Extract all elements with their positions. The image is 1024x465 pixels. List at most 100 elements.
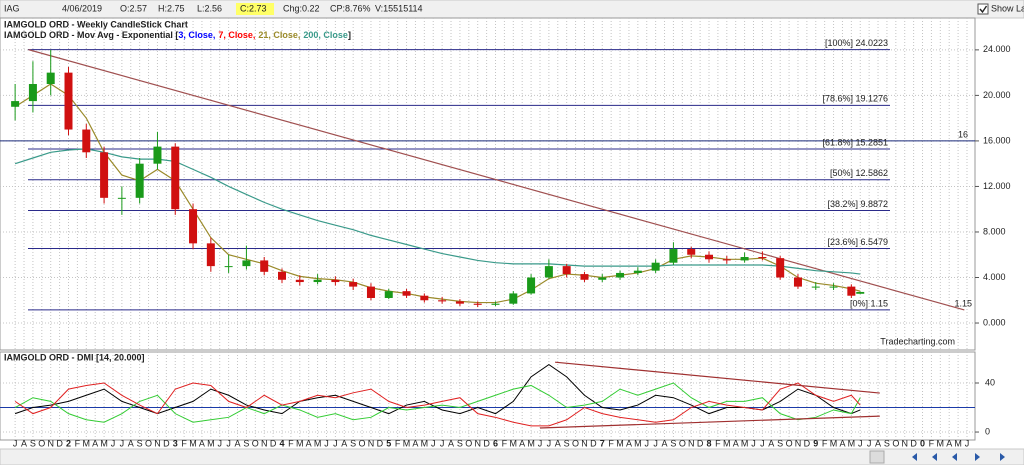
- scroll-buttons[interactable]: [912, 453, 1005, 461]
- x-tick-label: O: [465, 438, 472, 448]
- candle-body: [509, 293, 518, 304]
- x-tick-label: M: [207, 438, 215, 448]
- candle-body: [28, 84, 37, 102]
- plot-area: [0, 351, 976, 441]
- legend-entry: 7, Close,: [218, 30, 255, 40]
- candle-body: [793, 277, 802, 287]
- x-tick-label: A: [21, 438, 27, 448]
- x-tick-label: D: [377, 438, 384, 448]
- y-tick-label: 20.000: [983, 90, 1011, 100]
- candle-body: [117, 197, 126, 199]
- x-tick-label: D: [910, 438, 917, 448]
- x-tick-label: S: [564, 438, 570, 448]
- x-tick-label: J: [751, 438, 756, 448]
- candle-body: [82, 129, 91, 153]
- x-tick-label: M: [741, 438, 749, 448]
- candle-body: [491, 303, 500, 305]
- candle-body: [633, 270, 642, 273]
- x-tick-label: N: [901, 438, 908, 448]
- x-tick-label: A: [199, 438, 205, 448]
- x-tick-label: N: [368, 438, 375, 448]
- toolbar: [0, 0, 1024, 19]
- symbol: IAG: [4, 3, 20, 13]
- x-tick-label: J: [226, 438, 231, 448]
- price-panel: 0.000 4.000 8.000 12.000 16.000 20.000 24.000 1…: [0, 17, 1011, 351]
- candle-body: [758, 257, 767, 259]
- x-tick-label: N: [47, 438, 54, 448]
- x-tick-label: F: [715, 438, 721, 448]
- candle-body: [438, 300, 447, 302]
- candle-body: [349, 282, 358, 287]
- x-tick-label: N: [261, 438, 268, 448]
- x-tick-label: M: [100, 438, 108, 448]
- high: H:2.75: [158, 3, 185, 13]
- x-tick-label: F: [929, 438, 935, 448]
- x-tick-label: M: [616, 438, 624, 448]
- x-tick-label: A: [412, 438, 418, 448]
- x-tick-label: J: [440, 438, 445, 448]
- candle-body: [455, 301, 464, 304]
- x-tick-label: A: [662, 438, 668, 448]
- x-tick-label: F: [181, 438, 187, 448]
- x-tick-label: D: [697, 438, 704, 448]
- x-tick-label: A: [519, 438, 525, 448]
- candle-body: [242, 260, 251, 267]
- x-tick-label: O: [786, 438, 793, 448]
- dmi-trendline: [539, 415, 880, 429]
- y-tick-label: 24.000: [983, 44, 1011, 54]
- level-label: 16: [958, 129, 968, 139]
- x-tick-label: A: [128, 438, 134, 448]
- scroll-thumb[interactable]: [869, 450, 885, 464]
- candle-body: [313, 279, 322, 283]
- dmi-line: [14, 382, 861, 423]
- fib-label: [100%] 24.0223: [825, 38, 888, 48]
- x-tick-label: F: [502, 438, 508, 448]
- ma-title: IAMGOLD ORD - Mov Avg - Exponential [: [4, 30, 178, 40]
- ma-legend: IAMGOLD ORD - Mov Avg - Exponential [3, …: [4, 30, 351, 40]
- y-tick-label: 0.000: [983, 317, 1006, 327]
- x-tick-label: M: [314, 438, 322, 448]
- candle-body: [544, 266, 553, 278]
- candle-body: [527, 277, 536, 294]
- show-last-label[interactable]: Show Last: [991, 3, 1024, 13]
- date: 4/06/2019: [62, 3, 102, 13]
- x-tick-label: N: [688, 438, 695, 448]
- candle-body: [206, 243, 215, 267]
- fib-label: [78.6%] 19.1276: [822, 94, 888, 104]
- x-tick-label: A: [92, 438, 98, 448]
- checkmark: [979, 5, 988, 14]
- candle-body: [100, 152, 109, 198]
- x-tick-label: M: [848, 438, 856, 448]
- x-tick-label: 8: [707, 438, 712, 448]
- x-tick-label: S: [350, 438, 356, 448]
- x-tick-label: M: [723, 438, 731, 448]
- trendline-label: 1.15: [954, 298, 972, 308]
- show-last-checkbox[interactable]: [977, 3, 989, 15]
- scrollbar[interactable]: [0, 448, 1024, 465]
- x-tick-label: J: [13, 438, 18, 448]
- legend-entry: 200, Close: [303, 30, 348, 40]
- candle-body: [402, 291, 411, 296]
- candle-body: [473, 303, 482, 305]
- x-tick-label: O: [252, 438, 259, 448]
- candle-body: [64, 72, 73, 130]
- candle-body: [224, 266, 233, 268]
- x-tick-label: F: [822, 438, 828, 448]
- y-tick-label: 8.000: [983, 226, 1006, 236]
- candle-body: [384, 291, 393, 298]
- x-tick-label: 9: [813, 438, 818, 448]
- x-tick-label: F: [288, 438, 294, 448]
- volume: V:15515114: [375, 3, 423, 13]
- candle-body: [598, 277, 607, 280]
- candle-body: [722, 259, 731, 261]
- x-tick-label: J: [324, 438, 329, 448]
- candle-body: [189, 209, 198, 244]
- x-tick-label: O: [145, 438, 152, 448]
- fib-label: [23.6%] 6.5479: [827, 237, 888, 247]
- x-tick-label: A: [341, 438, 347, 448]
- candle-body: [295, 279, 304, 283]
- x-tick-label: D: [56, 438, 63, 448]
- x-tick-label: F: [75, 438, 81, 448]
- dmi-line: [14, 382, 861, 427]
- x-tick-label: 3: [173, 438, 178, 448]
